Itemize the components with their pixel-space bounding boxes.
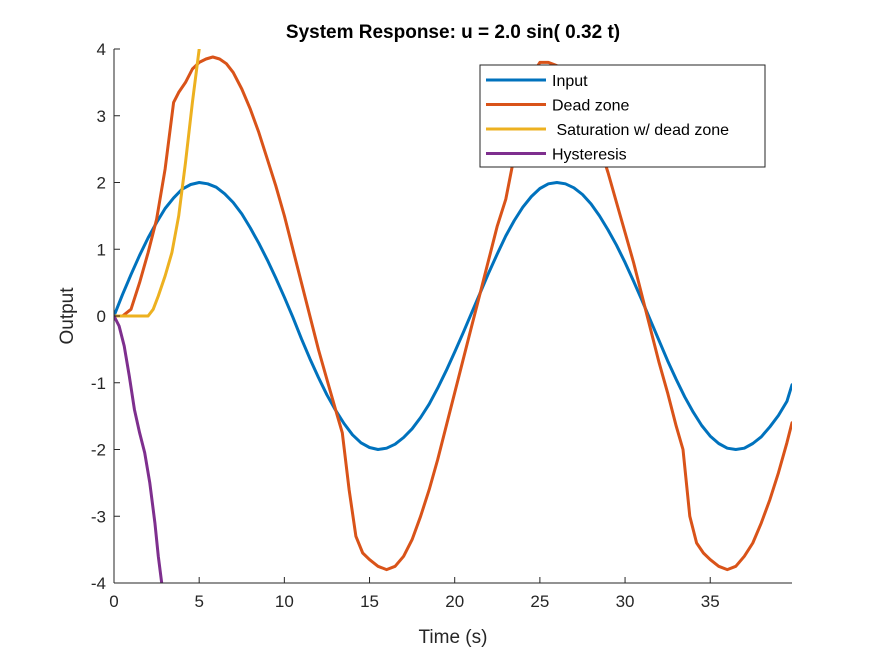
x-tick-label-1: 5 [194,592,203,611]
series-line-0 [114,181,792,451]
y-tick-label-0: -4 [91,574,106,593]
axes-layer: 0 5 10 15 20 25 30 35 -4 -3 -2 -1 0 1 2 3 4 [91,40,792,611]
legend-label-1: Dead zone [552,98,629,115]
series-line-1 [114,55,792,572]
x-tick-label-6: 30 [616,592,635,611]
series-layer [114,49,792,583]
legend-label-0: Input [552,73,588,90]
x-tick-label-2: 10 [275,592,294,611]
legend-label-2: Saturation w/ dead zone [552,122,729,139]
x-tick-label-4: 20 [445,592,464,611]
y-tick-label-4: 0 [97,307,106,326]
x-tick-label-0: 0 [109,592,118,611]
y-tick-label-1: -3 [91,507,106,526]
legend-label-3: Hysteresis [552,147,627,164]
chart-title: System Response: u = 2.0 sin( 0.32 t) [286,22,620,43]
x-tick-label-3: 15 [360,592,379,611]
series-line-3 [114,314,164,583]
x-tick-label-7: 35 [701,592,720,611]
y-tick-label-3: -1 [91,374,106,393]
y-tick-label-5: 1 [97,240,106,259]
x-tick-label-5: 25 [530,592,549,611]
legend-box [479,64,766,168]
legend: Input Dead zone Saturation w/ dead zone Hy… [479,64,766,168]
y-axis-label: Output [57,287,78,345]
y-tick-label-7: 3 [97,107,106,126]
series-line-2 [114,49,201,318]
y-tick-label-8: 4 [97,40,106,59]
y-tick-label-2: -2 [91,441,106,460]
y-tick-label-6: 2 [97,174,106,193]
x-axis-label: Time (s) [419,627,488,648]
